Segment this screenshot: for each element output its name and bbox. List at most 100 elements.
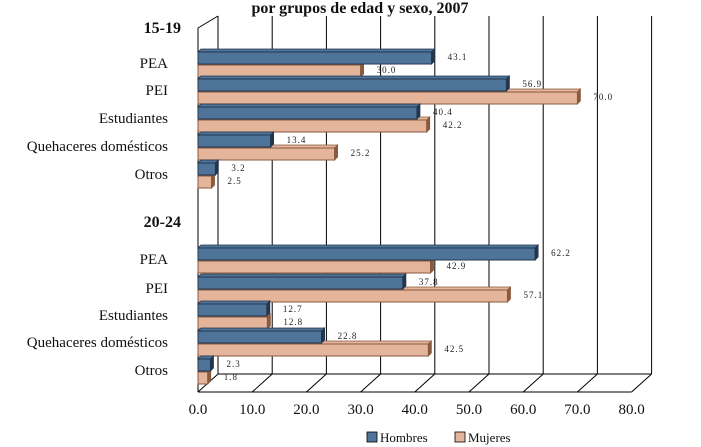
legend: Hombres Mujeres — [366, 430, 511, 445]
data-label: 70.0 — [593, 92, 613, 102]
category-label: Otros — [135, 363, 168, 379]
data-label: 25.2 — [351, 148, 371, 158]
data-label: 37.8 — [419, 277, 439, 287]
bar-front-face — [197, 247, 536, 261]
category-label: PEA — [140, 252, 169, 268]
floor-gridline — [251, 373, 273, 393]
data-label: 62.2 — [551, 248, 571, 258]
legend-swatch — [454, 431, 466, 443]
bar-front-face — [197, 106, 418, 120]
bar-end-face — [426, 116, 431, 133]
legend-swatch — [366, 431, 378, 443]
chart-title: por grupos de edad y sexo, 2007 — [251, 0, 468, 17]
data-label: 12.8 — [283, 317, 303, 327]
bar-end-face — [534, 244, 539, 261]
x-tick-label: 20.0 — [293, 402, 319, 418]
bar-end-face — [507, 286, 511, 303]
bar-front-face — [197, 147, 336, 161]
data-label: 22.8 — [338, 331, 358, 341]
bars: 30.0 43.1 70.0 56.9 42.2 40.4 25.2 13.4 2.5 3.2 42… — [197, 48, 613, 385]
bar-front-face — [197, 260, 432, 274]
category-label: Estudiantes — [99, 308, 168, 324]
bar-end-face — [416, 103, 421, 120]
bar-front-face — [197, 134, 272, 148]
floor-gridline — [631, 373, 652, 393]
floor-gridline — [414, 373, 436, 393]
data-label: 42.5 — [444, 344, 464, 354]
bar-hombres: 12.7 — [197, 300, 303, 317]
legend-label: Hombres — [380, 430, 428, 445]
bar-end-face — [266, 300, 271, 317]
bar-front-face — [197, 51, 433, 65]
data-label: 56.9 — [522, 79, 542, 89]
bar-front-face — [197, 330, 323, 344]
bar-front-face — [197, 371, 209, 385]
bar-front-face — [197, 78, 507, 92]
data-label: 2.3 — [226, 359, 240, 369]
bar-end-face — [577, 88, 581, 105]
category-label: PEI — [146, 281, 169, 297]
bar-end-face — [210, 355, 214, 372]
legend-item: Hombres — [366, 430, 428, 445]
category-label: Estudiantes — [99, 111, 168, 127]
bar-front-face — [197, 289, 508, 303]
data-label: 13.4 — [287, 135, 307, 145]
bar-hombres: 13.4 — [197, 131, 307, 148]
x-tick-label: 0.0 — [189, 402, 208, 418]
bar-end-face — [321, 327, 325, 344]
bar-hombres: 56.9 — [197, 75, 542, 92]
data-label: 30.0 — [377, 65, 397, 75]
bar-front-face — [197, 303, 268, 317]
bar-front-face — [197, 175, 213, 189]
bar-hombres: 37.8 — [197, 273, 439, 290]
floor-gridline — [360, 373, 381, 393]
floor-gridline — [468, 373, 490, 393]
bar-front-face — [197, 91, 578, 105]
bar-end-face — [334, 144, 338, 161]
group-label: 20-24 — [144, 214, 181, 231]
data-label: 2.5 — [228, 176, 242, 186]
data-label: 40.4 — [433, 107, 453, 117]
bar-hombres: 43.1 — [197, 48, 468, 65]
bar-front-face — [197, 162, 216, 176]
bar-hombres: 40.4 — [197, 103, 453, 120]
bar-hombres: 22.8 — [197, 327, 358, 344]
data-label: 1.8 — [224, 372, 238, 382]
data-label: 57.1 — [523, 290, 543, 300]
bar-front-face — [197, 358, 211, 372]
bar-end-face — [505, 75, 510, 92]
bar-end-face — [214, 159, 219, 176]
data-label: 42.9 — [447, 261, 467, 271]
bar-front-face — [197, 119, 428, 133]
bar-end-face — [431, 48, 436, 65]
category-label: Quehaceres domésticos — [27, 335, 168, 351]
x-tick-label: 70.0 — [564, 402, 590, 418]
bar-hombres: 2.3 — [197, 355, 240, 372]
data-label: 3.2 — [231, 163, 245, 173]
bar-front-face — [197, 343, 429, 357]
category-label: PEI — [146, 83, 169, 99]
bar-front-face — [197, 316, 268, 330]
x-tick-label: 80.0 — [618, 402, 644, 418]
x-tick-label: 30.0 — [347, 402, 373, 418]
x-tick-label: 50.0 — [456, 402, 482, 418]
floor-gridline — [522, 373, 544, 393]
bar-hombres: 3.2 — [197, 159, 245, 176]
x-tick-label: 40.0 — [402, 402, 428, 418]
wall-top-edge — [197, 15, 219, 29]
data-label: 43.1 — [448, 52, 468, 62]
legend-item: Mujeres — [454, 430, 511, 445]
floor-gridline — [577, 373, 598, 393]
data-label: 12.7 — [283, 304, 303, 314]
bar-end-face — [402, 273, 407, 290]
x-tick-label: 60.0 — [510, 402, 536, 418]
legend-label: Mujeres — [468, 430, 511, 445]
data-label: 42.2 — [443, 120, 463, 130]
bar-hombres: 62.2 — [197, 244, 571, 261]
floor-gridline — [306, 373, 327, 393]
x-tick-label: 10.0 — [239, 402, 265, 418]
category-label: PEA — [140, 56, 169, 72]
x-axis: 0.0 10.0 20.0 30.0 40.0 50.0 60.0 70.0 80.0 — [189, 402, 645, 418]
category-label: Otros — [135, 167, 168, 183]
